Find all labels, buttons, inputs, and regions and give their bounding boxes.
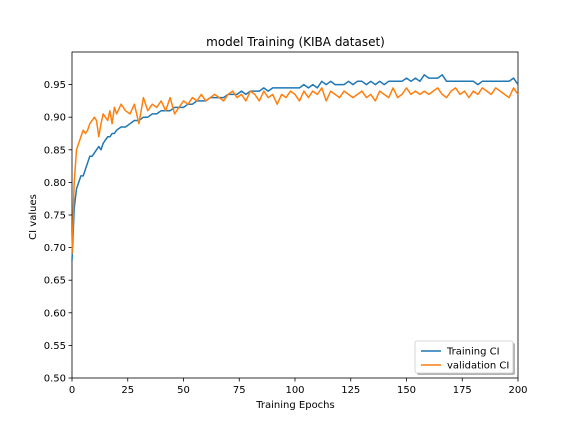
x-tick-label: 50 (177, 385, 190, 396)
x-tick-label: 25 (121, 385, 134, 396)
legend: Training CI validation CI (414, 340, 515, 375)
x-tick-label: 200 (508, 385, 527, 396)
series-layer (71, 74, 519, 261)
plot-frame (71, 51, 519, 379)
series-line-validation-ci (71, 87, 519, 255)
y-tick-label: 0.65 (44, 276, 66, 287)
x-tick-label: 100 (285, 385, 304, 396)
y-axis-label: CI values (28, 194, 39, 240)
x-tick-label: 0 (69, 385, 75, 396)
series-line-training-ci (71, 74, 519, 261)
y-tick-label: 0.60 (44, 308, 66, 319)
y-tick-label: 0.75 (44, 211, 66, 222)
x-tick-label: 150 (397, 385, 416, 396)
x-tick-label: 75 (233, 385, 246, 396)
y-tick-label: 0.85 (44, 145, 66, 156)
y-tick-label: 0.55 (44, 341, 66, 352)
legend-label: validation CI (447, 361, 509, 372)
x-tick-label: 125 (341, 385, 360, 396)
y-tick-label: 0.90 (44, 113, 66, 124)
legend-label: Training CI (446, 347, 500, 358)
y-tick-label: 0.95 (44, 80, 66, 91)
y-tick-label: 0.70 (44, 243, 66, 254)
x-axis-label: Training Epochs (255, 400, 334, 411)
y-tick-label: 0.80 (44, 178, 66, 189)
axes: 0 25 50 75 100 125 150 175 200 0.50 0.55 0.60 0.65 0.… (44, 51, 528, 396)
chart-title: model Training (KIBA dataset) (206, 35, 385, 49)
y-tick-label: 0.50 (44, 374, 66, 385)
x-tick-label: 175 (453, 385, 472, 396)
